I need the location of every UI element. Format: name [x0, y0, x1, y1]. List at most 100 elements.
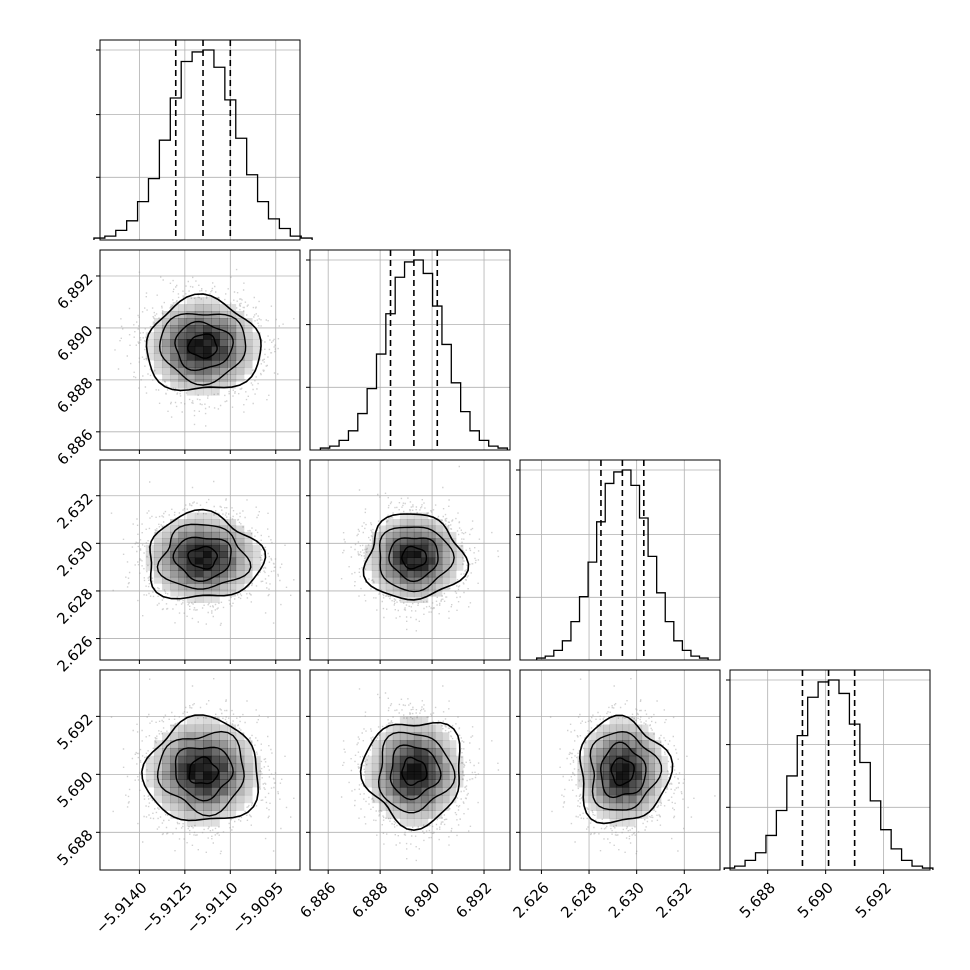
- density-cell: [609, 802, 617, 811]
- density-cell: [441, 544, 450, 552]
- density-cell: [219, 332, 228, 340]
- density-cell: [603, 740, 610, 749]
- density-cell: [227, 564, 237, 571]
- density-cell: [243, 576, 253, 584]
- contour-line: [187, 333, 218, 359]
- density-cell: [596, 810, 604, 819]
- density-cell: [186, 724, 196, 733]
- density-cell: [635, 771, 643, 780]
- density-cell: [392, 519, 401, 526]
- density-cell: [211, 583, 220, 591]
- density-cell: [178, 367, 188, 375]
- density-cell: [186, 763, 196, 772]
- density-cell: [420, 596, 429, 604]
- density-cell: [406, 531, 415, 539]
- density-cell: [211, 589, 220, 597]
- density-cell: [203, 519, 212, 526]
- y-tick-label: 2.630: [53, 537, 96, 580]
- density-cell: [227, 360, 237, 368]
- density-cell: [609, 747, 617, 757]
- density-cell: [203, 353, 212, 361]
- density-cell: [420, 740, 429, 749]
- density-cell: [615, 771, 623, 780]
- density-cell: [385, 519, 394, 526]
- density-cell: [203, 339, 212, 347]
- density-cell: [219, 740, 228, 749]
- density-cell: [186, 779, 196, 788]
- density-cell: [203, 304, 212, 312]
- density-cell: [615, 802, 623, 811]
- density-cell: [186, 576, 196, 584]
- density-cell: [427, 531, 436, 539]
- density-cell: [211, 332, 220, 340]
- density-cell: [203, 360, 212, 368]
- density-cell: [603, 732, 610, 741]
- density-cell: [427, 544, 436, 552]
- density-cell: [420, 794, 429, 804]
- density-cell: [406, 570, 415, 578]
- density-cell: [211, 374, 220, 382]
- density-cell: [170, 525, 179, 533]
- density-cell: [385, 771, 394, 780]
- density-cell: [219, 538, 228, 546]
- density-cell: [203, 525, 212, 533]
- density-cell: [441, 747, 450, 757]
- density-cell: [203, 732, 212, 741]
- density-cell: [364, 763, 373, 772]
- density-cell: [219, 325, 228, 333]
- density-cell: [385, 525, 394, 533]
- density-cell: [378, 771, 387, 780]
- y-tick-label: 5.690: [53, 768, 96, 811]
- contour-line: [389, 744, 442, 801]
- density-cell: [392, 538, 401, 546]
- density-cell: [413, 519, 422, 526]
- density-cell: [153, 538, 163, 546]
- contour-line: [145, 293, 262, 392]
- density-cell: [211, 802, 220, 811]
- density-cell: [399, 564, 408, 571]
- density-cell: [178, 771, 188, 780]
- density-cell: [420, 544, 429, 552]
- density-cell: [153, 551, 163, 559]
- density-cell: [186, 346, 196, 354]
- contour-line: [156, 523, 252, 590]
- density-cell: [596, 755, 604, 765]
- density-cell: [162, 346, 171, 354]
- density-cell: [194, 771, 204, 780]
- density-cell: [448, 740, 457, 749]
- density-cell: [392, 763, 401, 772]
- density-cell: [227, 544, 237, 552]
- density-cell: [145, 755, 155, 765]
- density-cell: [648, 779, 655, 788]
- density-cell: [219, 557, 228, 565]
- density-cell: [392, 570, 401, 578]
- density-cell: [178, 544, 188, 552]
- density-cell: [235, 538, 245, 546]
- density-cell: [227, 763, 237, 772]
- density-cell: [399, 732, 408, 741]
- density-cell: [162, 732, 171, 741]
- y-tick-label: 6.888: [53, 374, 96, 417]
- density-cell: [178, 787, 188, 796]
- joint-density-panel: [96, 669, 301, 874]
- density-cell: [178, 374, 188, 382]
- density-cell: [441, 802, 450, 811]
- density-cell: [654, 779, 662, 788]
- density-cell: [609, 794, 617, 804]
- density-cell: [420, 538, 429, 546]
- density-cell: [448, 564, 457, 571]
- density-cell: [203, 374, 212, 382]
- density-cell: [434, 755, 443, 765]
- density-cell: [235, 787, 245, 796]
- density-cell: [399, 779, 408, 788]
- density-cell: [219, 732, 228, 741]
- density-cell: [235, 570, 245, 578]
- density-cell: [427, 755, 436, 765]
- density-cell: [420, 512, 429, 520]
- density-cell: [399, 583, 408, 591]
- density-cell: [406, 544, 415, 552]
- density-cell: [399, 531, 408, 539]
- density-cell: [170, 583, 179, 591]
- density-cell: [194, 576, 204, 584]
- density-cell: [243, 360, 253, 368]
